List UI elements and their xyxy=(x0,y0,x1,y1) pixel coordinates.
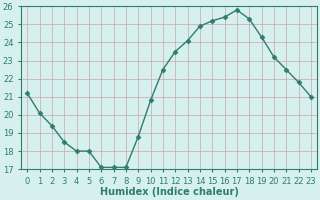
X-axis label: Humidex (Indice chaleur): Humidex (Indice chaleur) xyxy=(100,187,238,197)
